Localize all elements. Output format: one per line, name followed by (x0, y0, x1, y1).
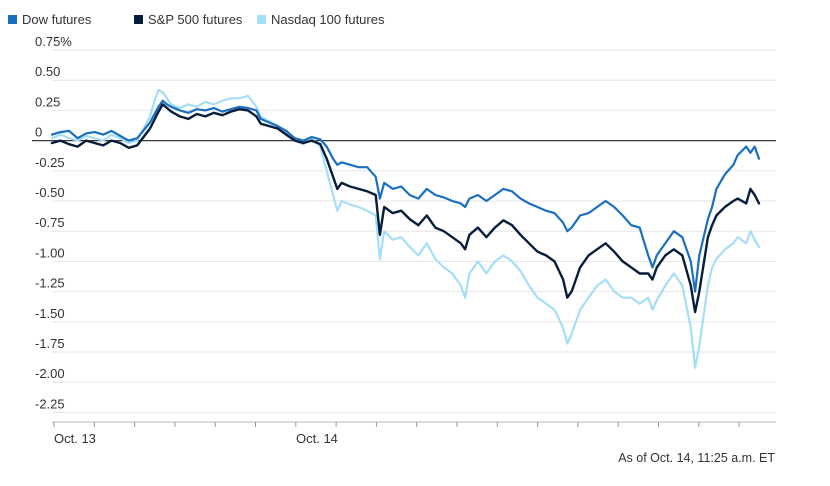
y-tick-label: -0.75 (35, 215, 65, 230)
y-tick-label: -2.25 (35, 396, 65, 411)
x-tick-label-oct13: Oct. 13 (54, 431, 96, 446)
y-tick-label: 0 (35, 125, 42, 140)
legend-label-dow: Dow futures (22, 12, 92, 27)
y-tick-label: 0.50 (35, 64, 60, 79)
y-tick-label: -1.25 (35, 276, 65, 291)
x-axis: Oct. 13 Oct. 14 (52, 421, 776, 446)
as-of-note: As of Oct. 14, 11:25 a.m. ET (618, 451, 775, 465)
y-tick-label: -1.00 (35, 245, 65, 260)
y-axis-tick-labels: 0.75% 0.50 0.25 0 -0.25 -0.50 -0.75 -1.00 -1.25 -… (35, 34, 72, 411)
series-lines (50, 88, 761, 369)
legend-swatch-dow (8, 15, 17, 24)
y-tick-label: -0.25 (35, 155, 65, 170)
legend: Dow futures S&P 500 futures Nasdaq 100 f… (8, 12, 385, 27)
series-line-nasdaq (50, 88, 761, 369)
y-tick-label: -0.50 (35, 185, 65, 200)
legend-label-nasdaq: Nasdaq 100 futures (271, 12, 385, 27)
y-tick-label: -1.50 (35, 306, 65, 321)
y-tick-label: 0.75% (35, 34, 72, 49)
legend-swatch-nasdaq (257, 15, 266, 24)
legend-swatch-sp500 (134, 15, 143, 24)
series-line-dow (50, 99, 761, 293)
x-axis-ticks (53, 422, 740, 427)
y-tick-label: -1.75 (35, 336, 65, 351)
y-tick-label: -2.00 (35, 366, 65, 381)
series-line-sp500 (50, 103, 761, 314)
grid (32, 49, 776, 413)
legend-label-sp500: S&P 500 futures (148, 12, 243, 27)
y-tick-label: 0.25 (35, 94, 60, 109)
x-tick-label-oct14: Oct. 14 (296, 431, 338, 446)
